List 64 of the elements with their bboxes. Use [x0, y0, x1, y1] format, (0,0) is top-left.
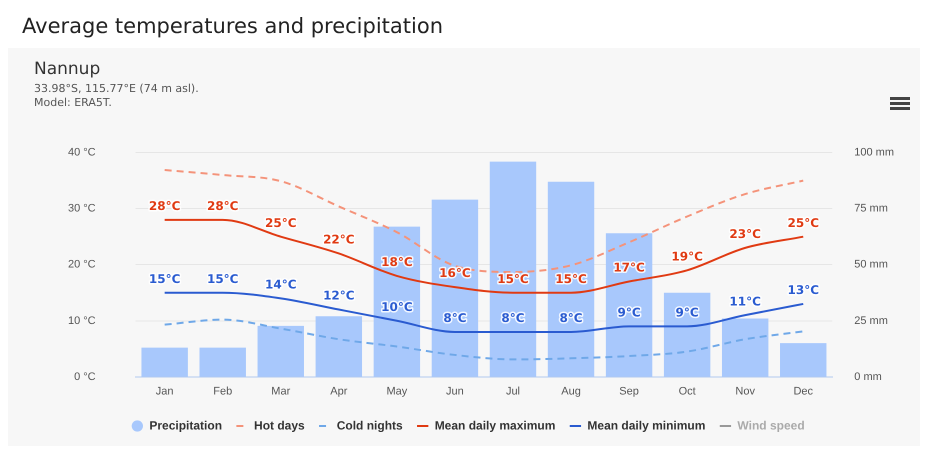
data-label: 15°C [206, 272, 239, 286]
bar [258, 326, 304, 377]
data-label: 25°C [265, 216, 297, 230]
data-label: 18°C [381, 255, 413, 270]
text: Model: ERA5T. [34, 96, 112, 109]
y-tick-label: 40 °C [68, 146, 96, 159]
x-tick-label: Nov [735, 385, 756, 398]
legend-label: Hot days [254, 418, 306, 432]
y2-tick-label: 25 mm [854, 314, 888, 327]
data-label: 8°C [501, 311, 525, 326]
data-label: 28°C [148, 198, 181, 213]
bar [722, 318, 768, 377]
data-label: 13°C [787, 283, 820, 298]
data-label: 9°C [618, 305, 641, 320]
bar [141, 348, 188, 377]
x-tick-label: Jun [446, 385, 464, 398]
legend-label: Cold nights [336, 418, 404, 432]
y2-tick-label: 100 mm [854, 146, 894, 159]
bar [490, 162, 536, 377]
data-label: 22°C [323, 232, 355, 247]
x-tick-label: Oct [678, 385, 696, 398]
data-label: 15°C [497, 272, 529, 286]
data-label: 11°C [729, 294, 762, 308]
x-tick-label: Dec [793, 385, 814, 398]
text: 33.98°S, 115.77°E (74 m asl). [34, 82, 199, 95]
data-label: 19°C [671, 249, 704, 264]
legend-label: Wind speed [737, 418, 805, 432]
x-tick-label: Sep [619, 385, 639, 398]
data-label: 15°C [148, 272, 181, 286]
x-tick-label: Jan [156, 385, 174, 398]
x-tick-label: Jul [506, 385, 520, 398]
y-tick-label: 10 °C [68, 314, 96, 327]
data-label: 15°C [555, 272, 587, 286]
bar [664, 292, 710, 377]
y2-tick-label: 75 mm [854, 202, 888, 215]
y2-tick-label: 50 mm [854, 258, 888, 271]
x-tick-label: May [386, 385, 408, 398]
data-label: 16°C [439, 266, 471, 280]
data-label: 17°C [613, 260, 646, 275]
x-tick-label: Aug [561, 385, 581, 398]
x-tick-label: Apr [330, 385, 348, 398]
legend-label: Mean daily maximum [434, 418, 556, 432]
data-label: 9°C [676, 305, 699, 320]
y-tick-label: 30 °C [68, 202, 96, 215]
data-label: 14°C [265, 277, 297, 292]
y-tick-label: 0 °C [74, 370, 96, 383]
chart-subtitle: Nannup [34, 59, 100, 79]
data-label: 23°C [729, 227, 762, 242]
data-label: 10°C [381, 300, 413, 314]
data-label: 8°C [559, 311, 583, 326]
y2-tick-label: 0 mm [854, 370, 882, 383]
y-tick-label: 20 °C [68, 258, 96, 271]
data-label: 28°C [206, 198, 239, 213]
x-tick-label: Mar [271, 385, 291, 398]
data-label: 25°C [787, 216, 820, 230]
x-tick-label: Feb [213, 385, 232, 398]
bar [780, 343, 826, 377]
legend-label: Mean daily minimum [587, 418, 706, 432]
data-label: 8°C [443, 311, 467, 326]
bar [199, 348, 246, 377]
legend-label: Precipitation [149, 418, 222, 432]
chart-title: Average temperatures and precipitation [22, 14, 444, 38]
data-label: 12°C [323, 288, 355, 303]
bar [316, 316, 362, 377]
